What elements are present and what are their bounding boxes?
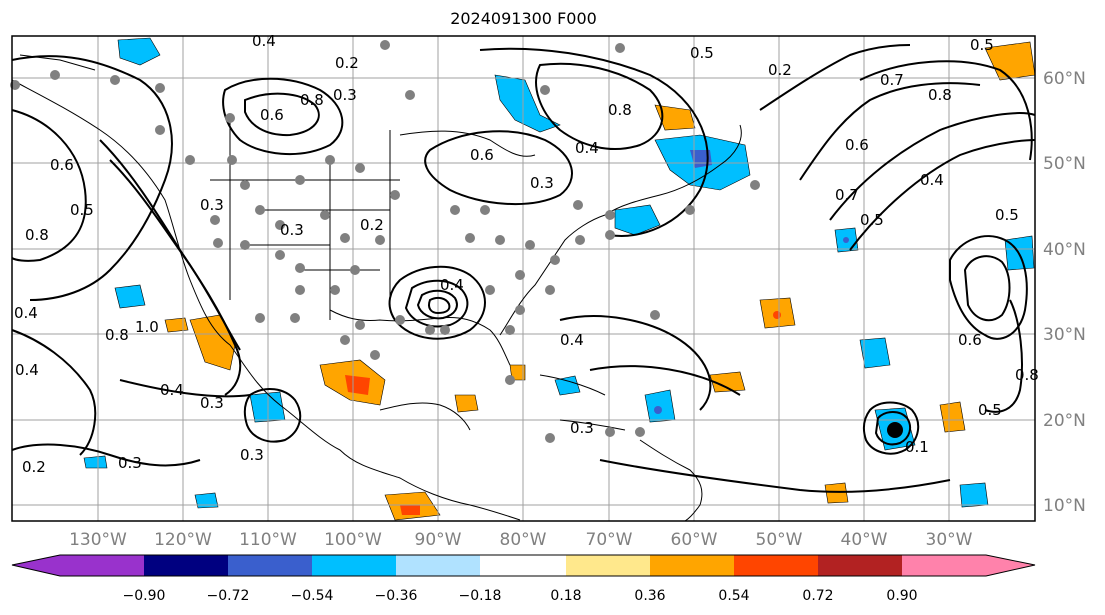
colorbar-segment <box>566 555 650 576</box>
colorbar-segment <box>312 555 396 576</box>
contour-label: 0.3 <box>240 446 264 464</box>
contour-label: 0.8 <box>928 86 952 104</box>
contours <box>11 44 1036 493</box>
contour-label: 0.2 <box>22 458 46 476</box>
contour-label: 0.5 <box>978 401 1002 419</box>
colorbar-segment <box>228 555 312 576</box>
colorbar-tick-label: −0.72 <box>207 588 250 604</box>
colorbar-segment <box>650 555 734 576</box>
contour-label: 0.6 <box>958 331 982 349</box>
contour-label: 0.4 <box>160 381 184 399</box>
colorbar-tick-label: −0.90 <box>123 588 166 604</box>
colorbar: −0.90 −0.72 −0.54 −0.36 −0.18 0.18 0.36 … <box>11 554 1036 604</box>
colorbar-segment <box>396 555 480 576</box>
contour-labels: 0.4 0.2 0.3 0.5 0.6 0.8 0.4 0.3 0.6 0.8 … <box>14 32 1039 476</box>
contour-label: 0.4 <box>252 32 276 50</box>
contour-label: 0.6 <box>470 146 494 164</box>
longitude-labels: 130°W 120°W 110°W 100°W 90°W 80°W 70°W 6… <box>69 530 973 550</box>
lat-label: 60°N <box>1043 69 1086 89</box>
colorbar-tick-label: 0.18 <box>550 588 581 604</box>
colorbar-segment <box>734 555 818 576</box>
lon-label: 40°W <box>841 530 888 550</box>
colorbar-tick-label: −0.18 <box>459 588 502 604</box>
contour-label: 0.6 <box>50 156 74 174</box>
contour-label: 0.7 <box>835 186 859 204</box>
contour-label: 0.8 <box>1015 366 1039 384</box>
contour-label: 0.4 <box>15 361 39 379</box>
colorbar-tick-label: 0.54 <box>718 588 749 604</box>
contour-label: 0.3 <box>530 174 554 192</box>
gridlines <box>12 36 1035 521</box>
contour-label: 0.4 <box>14 304 38 322</box>
contour-label: 0.7 <box>880 71 904 89</box>
contour-label: 0.3 <box>280 221 304 239</box>
colorbar-segment <box>480 555 566 576</box>
contour-label: 0.4 <box>560 331 584 349</box>
map-border <box>11 35 1036 522</box>
contour-label: 0.3 <box>118 454 142 472</box>
lat-label: 10°N <box>1043 496 1086 516</box>
lon-label: 60°W <box>671 530 718 550</box>
colorbar-segment <box>902 555 986 576</box>
colorbar-tick-label: −0.36 <box>375 588 418 604</box>
lon-label: 30°W <box>926 530 973 550</box>
contour-label: 0.2 <box>360 216 384 234</box>
contour-label: 0.5 <box>70 201 94 219</box>
contour-label: 0.6 <box>260 106 284 124</box>
contour-label: 0.8 <box>105 326 129 344</box>
map-title: 2024091300 F000 <box>450 9 597 28</box>
contour-label: 0.5 <box>970 36 994 54</box>
storm-center-icon <box>887 422 903 438</box>
station-dots <box>10 40 760 443</box>
contour-label: 0.6 <box>845 136 869 154</box>
contour-label: 0.5 <box>690 44 714 62</box>
colorbar-segment <box>818 555 902 576</box>
lat-label: 20°N <box>1043 411 1086 431</box>
lon-label: 120°W <box>154 530 212 550</box>
colorbar-segment <box>144 555 228 576</box>
contour-label: 1.0 <box>135 318 159 336</box>
contour-label: 0.5 <box>995 206 1019 224</box>
lat-label: 40°N <box>1043 240 1086 260</box>
contour-label: 0.4 <box>575 139 599 157</box>
contour-label: 0.3 <box>200 394 224 412</box>
lon-label: 110°W <box>239 530 297 550</box>
colorbar-tick-label: 0.90 <box>886 588 917 604</box>
colorbar-tick-label: −0.54 <box>291 588 334 604</box>
contour-label: 0.8 <box>25 226 49 244</box>
map-panel: 0.4 0.2 0.3 0.5 0.6 0.8 0.4 0.3 0.6 0.8 … <box>10 32 1039 522</box>
lat-label: 50°N <box>1043 154 1086 174</box>
lon-label: 90°W <box>415 530 462 550</box>
lon-label: 100°W <box>324 530 382 550</box>
lon-label: 50°W <box>756 530 803 550</box>
lon-label: 80°W <box>500 530 547 550</box>
lon-label: 130°W <box>69 530 127 550</box>
lat-label: 30°N <box>1043 325 1086 345</box>
latitude-labels: 60°N 50°N 40°N 30°N 20°N 10°N <box>1043 69 1086 516</box>
contour-label: 0.3 <box>570 419 594 437</box>
colorbar-outline <box>11 554 1036 577</box>
contour-label: 0.5 <box>860 211 884 229</box>
colorbar-segment <box>12 555 60 576</box>
contour-label: 0.4 <box>920 171 944 189</box>
colorbar-segment <box>60 555 144 576</box>
contour-label: 0.3 <box>333 86 357 104</box>
colorbar-tick-label: 0.36 <box>634 588 665 604</box>
colorbar-tick-label: 0.72 <box>802 588 833 604</box>
contour-label: 0.4 <box>440 276 464 294</box>
lon-label: 70°W <box>586 530 633 550</box>
colorbar-segment <box>986 555 1035 576</box>
contour-label: 0.1 <box>905 438 929 456</box>
contour-label: 0.2 <box>335 54 359 72</box>
contour-label: 0.3 <box>200 196 224 214</box>
contour-label: 0.2 <box>768 61 792 79</box>
contour-label: 0.8 <box>608 101 632 119</box>
contour-label: 0.8 <box>300 91 324 109</box>
